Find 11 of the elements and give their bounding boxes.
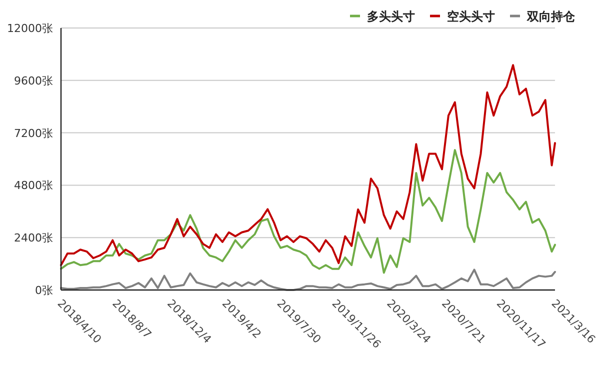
- line-series: [60, 149, 556, 274]
- y-tick-label: 4800张: [14, 179, 53, 192]
- line-series: [60, 64, 556, 266]
- legend-label: 多头头寸: [367, 10, 415, 24]
- y-tick-label: 0张: [35, 284, 53, 297]
- y-tick-label: 7200张: [14, 126, 53, 140]
- y-tick-label: 2400张: [14, 232, 53, 245]
- y-tick-label: 12000张: [7, 22, 53, 35]
- legend-label: 双向持仓: [526, 10, 576, 24]
- y-tick-label: 9600张: [14, 74, 53, 88]
- legend-label: 空头头寸: [447, 10, 495, 24]
